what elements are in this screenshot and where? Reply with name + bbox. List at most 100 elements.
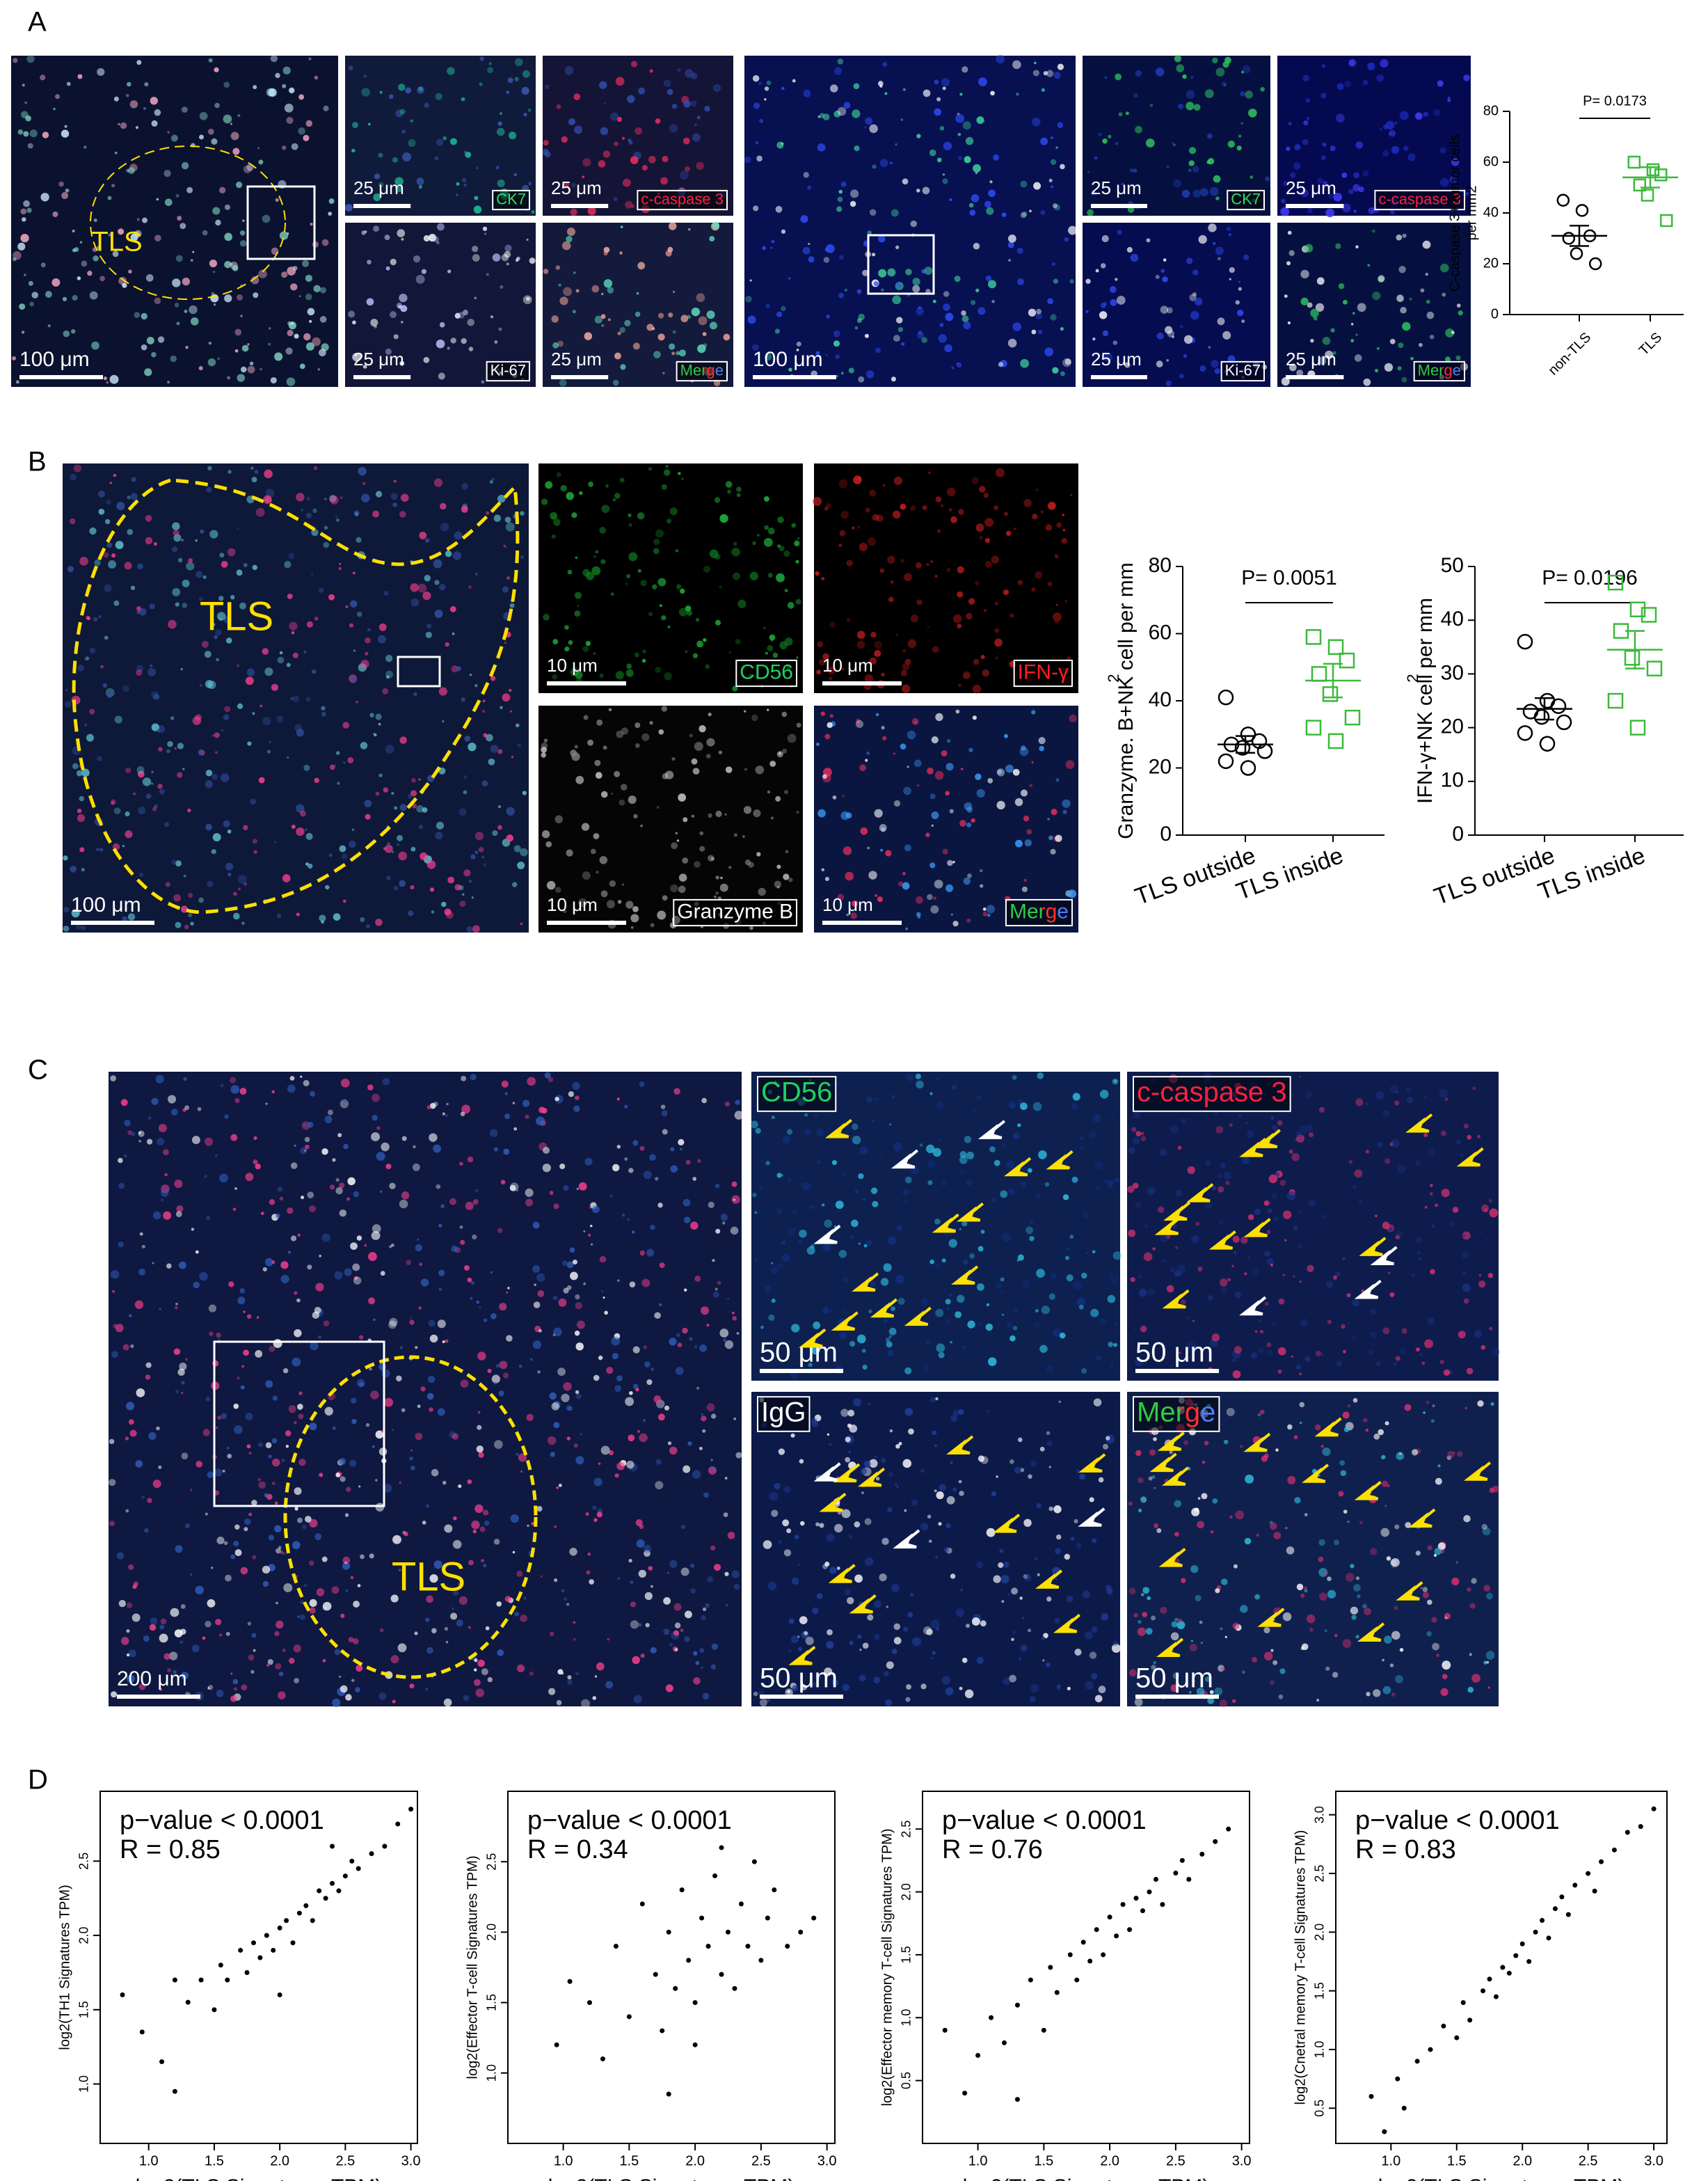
cell-signal xyxy=(1258,1319,1261,1322)
cell-signal xyxy=(936,1078,939,1081)
cell-signal xyxy=(361,493,370,502)
channel-label: IFN-γ xyxy=(1018,660,1069,683)
x-tick-label: 2.0 xyxy=(685,2153,705,2168)
cell-signal xyxy=(266,1493,273,1500)
cell-signal xyxy=(893,1637,902,1644)
cell-signal xyxy=(1395,1090,1399,1094)
cell-signal xyxy=(1064,237,1069,242)
cell-signal xyxy=(216,1426,218,1429)
cell-signal xyxy=(693,1677,701,1685)
cell-signal xyxy=(634,743,640,748)
cell-signal xyxy=(1445,328,1455,338)
cell-signal xyxy=(532,1221,540,1229)
data-point xyxy=(1592,1888,1597,1894)
cell-signal xyxy=(1295,1364,1302,1370)
cell-signal xyxy=(318,349,326,357)
cell-arrow xyxy=(1154,1216,1182,1235)
cell-signal xyxy=(1462,1283,1471,1292)
cell-signal xyxy=(752,74,760,82)
cell-signal xyxy=(129,232,131,235)
cell-signal xyxy=(473,205,482,214)
cell-signal xyxy=(1080,1272,1087,1279)
cell-signal xyxy=(128,1419,134,1425)
cell-signal xyxy=(208,58,213,63)
cell-signal xyxy=(379,1190,383,1193)
cell-signal xyxy=(1209,187,1219,196)
cell-signal xyxy=(807,185,812,190)
cell-signal xyxy=(358,466,367,476)
cell-signal xyxy=(58,181,64,187)
cell-signal xyxy=(939,1484,946,1491)
cell-signal xyxy=(26,55,35,63)
cell-signal xyxy=(29,129,38,138)
cell-signal xyxy=(593,1374,600,1381)
cell-signal xyxy=(332,1158,336,1162)
cell-signal xyxy=(931,736,939,744)
cell-signal xyxy=(860,827,868,835)
cell-signal xyxy=(644,1550,651,1557)
cell-signal xyxy=(699,1648,705,1653)
data-point xyxy=(1546,1935,1551,1941)
cell-signal xyxy=(1148,1476,1153,1481)
cell-arrow xyxy=(1253,1129,1281,1148)
cell-signal xyxy=(191,1136,200,1145)
cell-signal xyxy=(619,326,625,333)
cell-signal xyxy=(1391,1139,1400,1148)
cell-signal xyxy=(77,814,86,823)
cell-signal xyxy=(286,116,294,125)
cell-signal xyxy=(171,546,177,553)
micrograph xyxy=(751,1392,1120,1706)
cell-signal xyxy=(1045,524,1053,531)
channel-box xyxy=(1133,1396,1220,1432)
cell-signal xyxy=(319,1473,324,1477)
cell-signal xyxy=(1054,619,1060,624)
cell-signal xyxy=(422,807,428,813)
cell-signal xyxy=(680,1567,689,1576)
cell-signal xyxy=(1256,1534,1259,1537)
cell-signal xyxy=(817,641,824,648)
cell-signal xyxy=(265,1442,272,1449)
cell-signal xyxy=(1229,267,1235,273)
cell-signal xyxy=(630,156,639,164)
cell-signal xyxy=(1166,358,1170,362)
cell-signal xyxy=(1112,340,1117,345)
cell-signal xyxy=(1226,1408,1235,1417)
cell-signal xyxy=(550,511,558,520)
cell-signal xyxy=(292,1541,301,1550)
cell-signal xyxy=(365,814,371,820)
data-point xyxy=(1414,2059,1420,2064)
cell-signal xyxy=(714,497,721,503)
cell-signal xyxy=(911,718,919,725)
cell-signal xyxy=(1388,1271,1391,1274)
cell-signal xyxy=(399,109,406,115)
data-point xyxy=(1586,1871,1591,1876)
cell-signal xyxy=(230,1695,237,1702)
cell-signal xyxy=(1233,1251,1237,1255)
cell-signal xyxy=(680,1525,686,1530)
cell-signal xyxy=(70,865,77,873)
cell-signal xyxy=(401,129,406,134)
cell-signal xyxy=(491,477,495,482)
cell-signal xyxy=(1030,1460,1037,1468)
cell-signal xyxy=(603,102,606,105)
cell-signal xyxy=(835,354,840,359)
cell-signal xyxy=(893,335,900,342)
cell-signal xyxy=(1351,1615,1357,1620)
cell-signal xyxy=(477,1659,485,1667)
cell-signal xyxy=(884,92,888,95)
cell-signal xyxy=(822,1307,829,1315)
cell-signal xyxy=(946,567,951,572)
cell-signal xyxy=(649,69,653,73)
cell-signal xyxy=(702,1429,706,1433)
cell-signal xyxy=(1107,1294,1116,1303)
cell-signal xyxy=(857,1634,862,1639)
cell-signal xyxy=(469,674,472,676)
cell-signal xyxy=(950,913,953,916)
cell-signal xyxy=(1041,1636,1045,1640)
cell-signal xyxy=(1192,1679,1195,1683)
cell-signal xyxy=(1062,514,1064,516)
cell-signal xyxy=(872,164,877,169)
cell-signal xyxy=(322,1658,326,1663)
cell-signal xyxy=(1240,91,1245,97)
cell-signal xyxy=(551,1402,560,1411)
